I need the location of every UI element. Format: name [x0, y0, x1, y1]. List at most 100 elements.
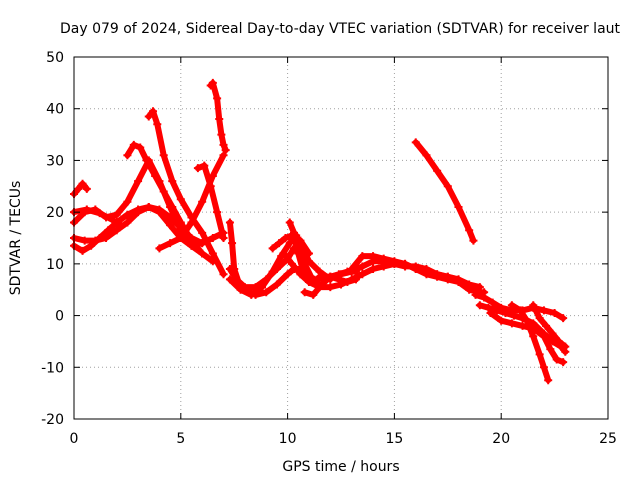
data-point-marker	[187, 218, 196, 227]
y-tick-label: 50	[46, 50, 64, 66]
data-point-marker	[480, 293, 489, 302]
data-point-marker	[112, 226, 121, 235]
data-point-marker	[486, 308, 495, 317]
data-point-marker	[510, 311, 519, 320]
data-point-marker	[74, 184, 83, 193]
data-point-marker	[411, 265, 420, 274]
chart-title: Day 079 of 2024, Sidereal Day-to-day VTE…	[60, 21, 621, 37]
data-point-marker	[529, 332, 538, 341]
data-point-marker	[136, 143, 145, 152]
data-point-marker	[123, 210, 132, 219]
data-point-marker	[159, 187, 168, 196]
data-point-marker	[529, 301, 538, 310]
data-point-marker	[542, 321, 551, 330]
data-point-marker	[87, 241, 96, 250]
data-point-marker	[102, 213, 111, 222]
data-point-marker	[208, 249, 217, 258]
data-point-marker	[484, 303, 493, 312]
data-point-marker	[123, 197, 132, 206]
data-point-marker	[123, 218, 132, 227]
data-point-marker	[296, 270, 305, 279]
y-tick-label: 30	[46, 153, 64, 169]
data-point-marker	[225, 265, 234, 274]
data-point-marker	[219, 270, 228, 279]
data-point-marker	[275, 239, 284, 248]
plot-frame	[73, 56, 609, 420]
data-point-marker	[443, 182, 452, 191]
data-point-marker	[539, 332, 548, 341]
data-point-marker	[290, 228, 299, 237]
data-point-marker	[294, 249, 303, 258]
data-point-marker	[142, 156, 151, 165]
data-point-marker	[465, 285, 474, 294]
data-point-marker	[112, 210, 121, 219]
data-point-marker	[166, 239, 175, 248]
data-point-marker	[535, 314, 544, 323]
data-point-marker	[539, 306, 548, 315]
data-point-marker	[198, 197, 207, 206]
data-point-marker	[82, 184, 91, 193]
series-track-line	[71, 180, 90, 197]
data-point-marker	[198, 249, 207, 258]
data-point-marker	[176, 218, 185, 227]
data-point-marker	[433, 166, 442, 175]
data-point-marker	[422, 151, 431, 160]
data-point-marker	[522, 316, 531, 325]
data-point-marker	[309, 290, 318, 299]
data-point-marker	[492, 306, 501, 315]
data-point-marker	[548, 329, 557, 338]
data-point-marker	[200, 161, 209, 170]
data-point-marker	[262, 288, 271, 297]
data-point-marker	[390, 259, 399, 268]
x-tick-label: 10	[279, 431, 297, 447]
series-track-20	[369, 259, 489, 297]
y-tick-label: -20	[41, 412, 64, 428]
data-point-marker	[80, 236, 89, 245]
data-point-marker	[369, 252, 378, 261]
series-track-line	[280, 250, 376, 291]
data-point-marker	[193, 164, 202, 173]
data-point-marker	[454, 277, 463, 286]
x-tick-label: 20	[492, 431, 510, 447]
data-point-marker	[219, 234, 228, 242]
x-tick-label: 0	[70, 431, 79, 447]
data-point-marker	[287, 259, 296, 268]
data-point-marker	[516, 306, 525, 315]
data-point-marker	[78, 179, 87, 188]
y-tick-label: 40	[46, 102, 64, 118]
data-point-marker	[544, 376, 553, 385]
data-point-marker	[129, 140, 138, 149]
data-point-marker	[91, 205, 100, 214]
data-point-marker	[80, 208, 89, 217]
data-point-marker	[221, 146, 230, 155]
data-point-marker	[554, 337, 563, 346]
data-point-marker	[337, 280, 345, 289]
data-point-marker	[236, 285, 245, 294]
data-point-marker	[104, 226, 113, 235]
x-tick-label: 25	[599, 431, 617, 447]
data-point-marker	[488, 298, 497, 307]
data-point-marker	[78, 246, 87, 255]
data-point-marker	[208, 234, 217, 242]
data-point-marker	[268, 244, 277, 253]
data-point-marker	[225, 218, 234, 227]
data-point-marker	[559, 358, 568, 367]
y-tick-label: -10	[41, 360, 64, 376]
data-point-marker	[559, 314, 568, 323]
data-point-marker	[144, 112, 153, 121]
data-point-marker	[268, 267, 277, 276]
data-point-marker	[168, 202, 177, 211]
data-point-marker	[228, 239, 237, 248]
data-point-marker	[550, 308, 559, 317]
y-tick-label: 0	[55, 309, 64, 325]
data-point-marker	[134, 177, 143, 186]
data-point-marker	[225, 275, 234, 284]
data-point-marker	[144, 202, 153, 211]
data-point-marker	[326, 272, 335, 281]
data-point-marker	[304, 277, 313, 286]
data-point-marker	[285, 239, 294, 248]
data-point-marker	[507, 319, 516, 328]
data-point-marker	[247, 290, 256, 299]
data-point-marker	[168, 177, 177, 186]
